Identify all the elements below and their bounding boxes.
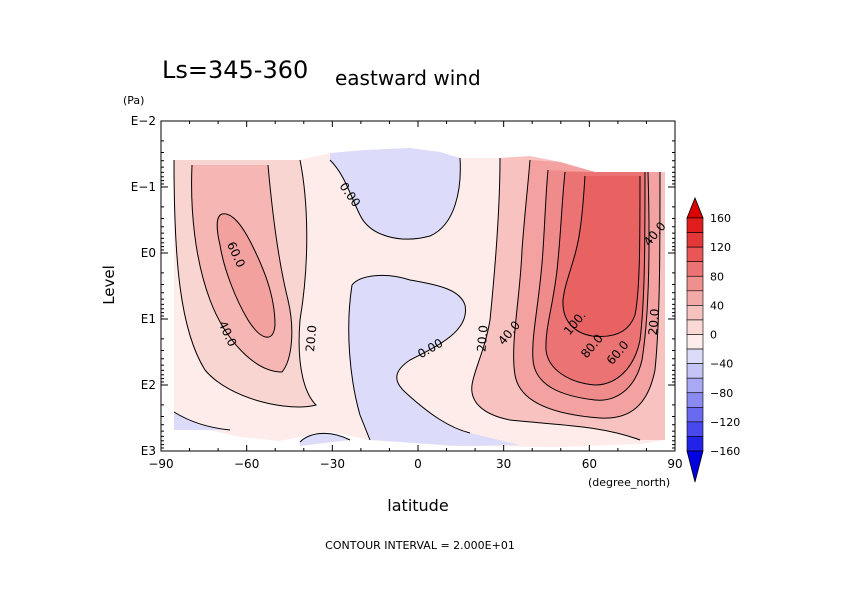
region-easterly-bottom2 [300, 433, 350, 446]
colorbar-box [686, 246, 704, 262]
colorbar-box [686, 363, 704, 379]
colorbar-label: 120 [710, 241, 731, 254]
colorbar: 160 120 80 40 0 −40 −80 −120 −160 [686, 196, 740, 483]
region-easterly-bottom [174, 412, 230, 430]
x-axis-label: latitude [387, 496, 448, 515]
colorbar-box [686, 377, 704, 394]
contour-label: 20.0 [474, 325, 490, 353]
colorbar-label: 0 [710, 329, 717, 342]
y-axis-units: (Pa) [123, 94, 144, 107]
colorbar-label: −40 [710, 358, 733, 371]
contour-interval: CONTOUR INTERVAL = 2.000E+01 [325, 539, 515, 552]
colorbar-label: −160 [710, 445, 740, 458]
colorbar-box [686, 261, 704, 277]
region-easterly-lower [348, 275, 520, 446]
y-tick-label: E3 [141, 444, 156, 458]
colorbar-cap-top [686, 196, 704, 219]
colorbar-box [686, 392, 704, 408]
colorbar-box [686, 319, 704, 335]
y-axis-label: Level [100, 265, 118, 305]
colorbar-label: −80 [710, 387, 733, 400]
colorbar-box [686, 305, 704, 321]
x-tick-label: 30 [496, 457, 511, 471]
chart-title-variable: eastward wind [335, 66, 481, 90]
colorbar-label: 160 [710, 212, 731, 225]
colorbar-box [686, 334, 704, 350]
y-tick-label: E2 [141, 378, 156, 392]
colorbar-box [686, 275, 704, 292]
colorbar-label: −120 [710, 416, 740, 429]
x-tick-label: −60 [234, 457, 259, 471]
contour-lines [173, 157, 661, 443]
filled-contours [174, 148, 665, 447]
colorbar-box [686, 421, 704, 437]
x-tick-label: −90 [148, 457, 173, 471]
colorbar-box [686, 436, 704, 452]
y-axis: E−2 E−1 E0 E1 E2 E3 [131, 114, 675, 458]
region-south-60 [217, 213, 275, 338]
colorbar-label: 80 [710, 270, 724, 283]
colorbar-box [686, 232, 704, 248]
contour-label: 20.0 [646, 308, 662, 336]
x-tick-label: 0 [414, 457, 422, 471]
colorbar-cap-bottom [686, 450, 704, 483]
colorbar-label: 40 [710, 299, 724, 312]
y-tick-label: E−1 [131, 180, 156, 194]
y-tick-label: E0 [141, 246, 156, 260]
x-tick-label: 90 [667, 457, 682, 471]
y-tick-label: E1 [141, 312, 156, 326]
x-axis-units: (degree_north) [588, 476, 670, 489]
region-easterly-upper [330, 148, 461, 240]
colorbar-box [686, 217, 704, 233]
contour-label: 20.0 [303, 325, 319, 353]
colorbar-box [686, 290, 704, 306]
x-axis: −90 −60 −30 0 30 60 90 [148, 121, 683, 471]
x-tick-label: 60 [582, 457, 597, 471]
y-tick-label: E−2 [131, 114, 156, 128]
colorbar-box [686, 407, 704, 423]
colorbar-box [686, 348, 704, 364]
chart-title-ls: Ls=345-360 [162, 56, 308, 84]
x-tick-label: −30 [320, 457, 345, 471]
